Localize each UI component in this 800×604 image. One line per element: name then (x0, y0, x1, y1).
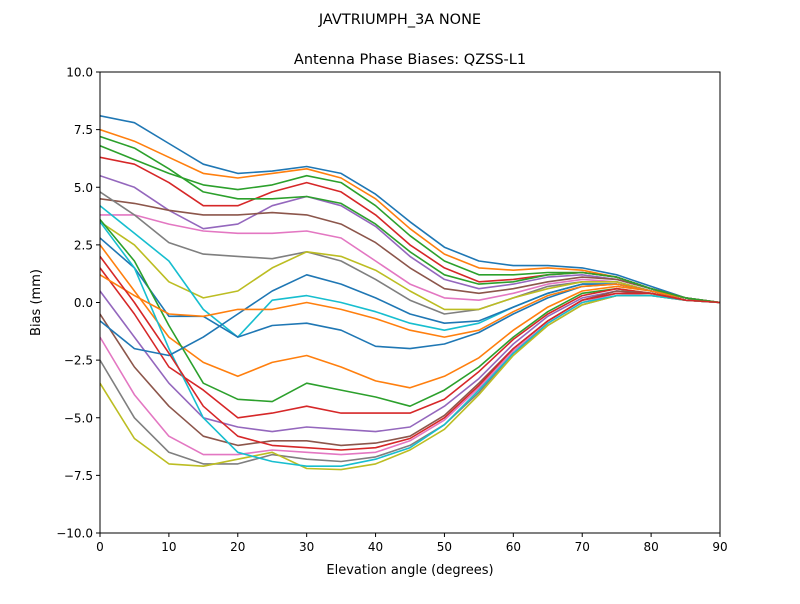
y-axis: −10.0 −7.5 −5.0 −2.5 0.0 2.5 5.0 7.5 10.0 (56, 66, 100, 541)
chart-suptitle: JAVTRIUMPH_3A NONE (318, 12, 481, 28)
series-line-2 (100, 128, 720, 304)
x-tick-label: 80 (643, 540, 658, 554)
series-line-22 (100, 274, 720, 338)
x-tick-label: 90 (712, 540, 727, 554)
x-tick-label: 10 (161, 540, 176, 554)
y-tick-label: −5.0 (64, 411, 93, 425)
series-line-24 (100, 255, 720, 451)
series-line-13 (100, 218, 720, 408)
series-line-20 (100, 221, 720, 468)
series-line-17 (100, 292, 720, 456)
y-tick-label: 5.0 (74, 181, 93, 195)
series-line-16 (100, 290, 720, 447)
plot-frame (99, 71, 721, 534)
series-lines (100, 115, 720, 471)
y-axis-label: Bias (mm) (29, 269, 44, 336)
y-tick-label: −2.5 (64, 354, 93, 368)
y-tick-label: 10.0 (66, 66, 93, 80)
x-tick-label: 70 (575, 540, 590, 554)
y-tick-label: −10.0 (56, 527, 93, 541)
series-line-10 (100, 205, 720, 338)
y-tick-label: 2.5 (74, 238, 93, 252)
x-tick-label: 0 (96, 540, 104, 554)
series-line-15 (100, 290, 720, 433)
y-tick-label: 0.0 (74, 296, 93, 310)
chart-title: Antenna Phase Biases: QZSS-L1 (294, 52, 526, 68)
series-line-23 (100, 135, 720, 304)
x-tick-label: 60 (506, 540, 521, 554)
series-line-6 (100, 198, 720, 304)
y-tick-label: 7.5 (74, 123, 93, 137)
series-line-12 (100, 244, 720, 389)
series-line-14 (100, 267, 720, 419)
x-axis: 0 10 20 30 40 50 60 70 80 90 (96, 533, 728, 554)
x-tick-label: 30 (299, 540, 314, 554)
x-tick-label: 20 (230, 540, 245, 554)
y-tick-label: −7.5 (64, 469, 93, 483)
x-axis-label: Elevation angle (degrees) (326, 563, 493, 578)
series-line-9 (100, 221, 720, 311)
series-line-1 (100, 115, 720, 304)
x-tick-label: 50 (437, 540, 452, 554)
x-tick-label: 40 (368, 540, 383, 554)
